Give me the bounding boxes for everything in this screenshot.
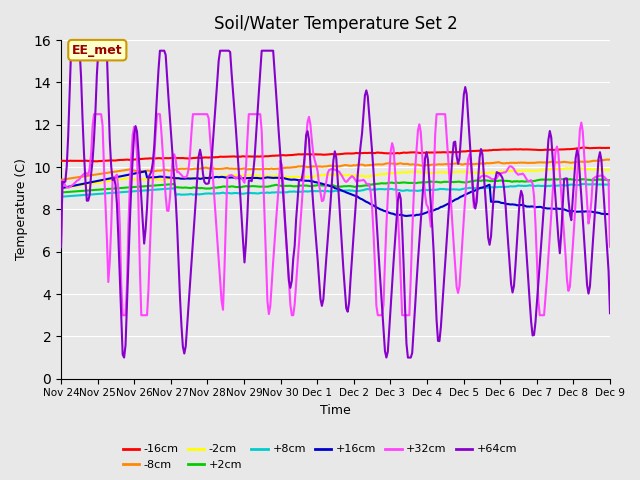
Legend: -16cm, -8cm, -2cm, +2cm, +8cm, +16cm, +32cm, +64cm: -16cm, -8cm, -2cm, +2cm, +8cm, +16cm, +3… xyxy=(118,440,522,474)
X-axis label: Time: Time xyxy=(320,404,351,417)
Title: Soil/Water Temperature Set 2: Soil/Water Temperature Set 2 xyxy=(214,15,458,33)
Y-axis label: Temperature (C): Temperature (C) xyxy=(15,158,28,260)
Text: EE_met: EE_met xyxy=(72,44,123,57)
